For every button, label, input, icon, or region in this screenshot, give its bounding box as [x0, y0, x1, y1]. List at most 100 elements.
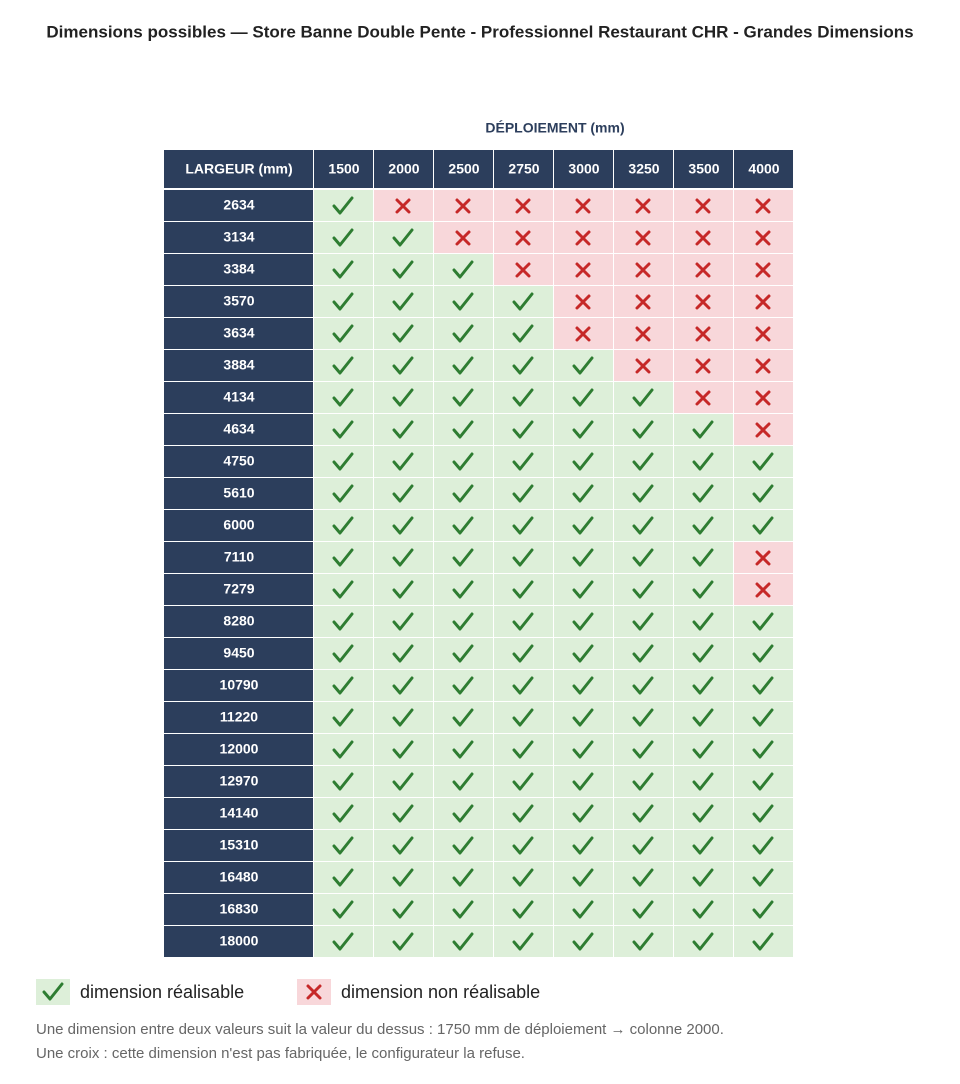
cell: [494, 350, 553, 381]
row-header-cell: [164, 606, 313, 637]
cross-icon: [755, 262, 771, 278]
cell: [494, 830, 553, 861]
cell: [554, 478, 613, 509]
column-header: 3500: [688, 161, 719, 177]
cell: [674, 542, 733, 573]
cell: [314, 350, 373, 381]
check-icon: [572, 772, 594, 791]
check-icon: [512, 772, 534, 791]
check-icon: [512, 836, 534, 855]
row-header-cell: [164, 414, 313, 445]
cell: [434, 926, 493, 957]
row-header: 14140: [220, 805, 259, 821]
check-icon: [512, 452, 534, 471]
cell: [734, 734, 793, 765]
check-icon: [512, 516, 534, 535]
check-icon: [392, 932, 414, 951]
cross-icon: [515, 230, 531, 246]
check-icon: [752, 708, 774, 727]
cross-icon: [515, 198, 531, 214]
row-header: 2634: [223, 197, 254, 213]
cell: [434, 318, 493, 349]
cross-icon: [755, 230, 771, 246]
cell: [374, 414, 433, 445]
cell: [734, 766, 793, 797]
check-icon: [452, 772, 474, 791]
cross-icon: [695, 326, 711, 342]
cell: [554, 350, 613, 381]
check-icon: [572, 612, 594, 631]
cell: [494, 894, 553, 925]
check-icon: [332, 644, 354, 663]
row-header-cell: [164, 734, 313, 765]
row-header-cell: [164, 510, 313, 541]
row-header-cell: [164, 222, 313, 253]
cell: [374, 446, 433, 477]
cross-icon: [575, 326, 591, 342]
cell: [314, 510, 373, 541]
check-icon: [572, 484, 594, 503]
cell: [614, 670, 673, 701]
row-header: 16830: [220, 901, 259, 917]
cell: [614, 606, 673, 637]
row-header-cell: [164, 542, 313, 573]
check-icon: [392, 356, 414, 375]
cross-icon: [635, 326, 651, 342]
check-icon: [692, 420, 714, 439]
check-icon: [332, 676, 354, 695]
cell: [314, 702, 373, 733]
check-icon: [632, 708, 654, 727]
check-icon: [512, 324, 534, 343]
check-icon: [632, 452, 654, 471]
header-cell: [434, 150, 493, 188]
check-icon: [632, 484, 654, 503]
row-header-cell: [164, 766, 313, 797]
cell: [374, 286, 433, 317]
check-icon: [512, 804, 534, 823]
cell: [314, 606, 373, 637]
cell: [314, 254, 373, 285]
cell: [374, 734, 433, 765]
check-icon: [392, 868, 414, 887]
check-icon: [392, 580, 414, 599]
check-icon: [452, 388, 474, 407]
cell: [314, 382, 373, 413]
row-header-cell: [164, 798, 313, 829]
cell: [614, 766, 673, 797]
cell: [614, 830, 673, 861]
cell: [314, 286, 373, 317]
cell: [674, 606, 733, 637]
cell: [734, 894, 793, 925]
cell: [314, 766, 373, 797]
check-icon: [752, 516, 774, 535]
cell: [374, 350, 433, 381]
header-cell: [164, 150, 313, 188]
check-icon: [692, 516, 714, 535]
row-header: 8280: [223, 613, 254, 629]
check-icon: [452, 356, 474, 375]
row-header: 9450: [223, 645, 254, 661]
row-header: 12970: [220, 773, 259, 789]
check-icon: [692, 772, 714, 791]
row-header: 18000: [220, 933, 259, 949]
cross-icon: [455, 230, 471, 246]
cross-icon: [575, 294, 591, 310]
check-icon: [632, 580, 654, 599]
cross-icon: [635, 294, 651, 310]
check-icon: [692, 868, 714, 887]
cell: [374, 318, 433, 349]
cell: [554, 702, 613, 733]
check-icon: [512, 900, 534, 919]
cross-icon: [575, 262, 591, 278]
cell: [494, 734, 553, 765]
cell: [554, 446, 613, 477]
row-header: 4134: [223, 389, 254, 405]
check-icon: [332, 868, 354, 887]
cell: [494, 702, 553, 733]
cell: [674, 478, 733, 509]
cell: [494, 798, 553, 829]
check-icon: [392, 516, 414, 535]
cell: [734, 798, 793, 829]
check-icon: [332, 388, 354, 407]
check-icon: [452, 900, 474, 919]
